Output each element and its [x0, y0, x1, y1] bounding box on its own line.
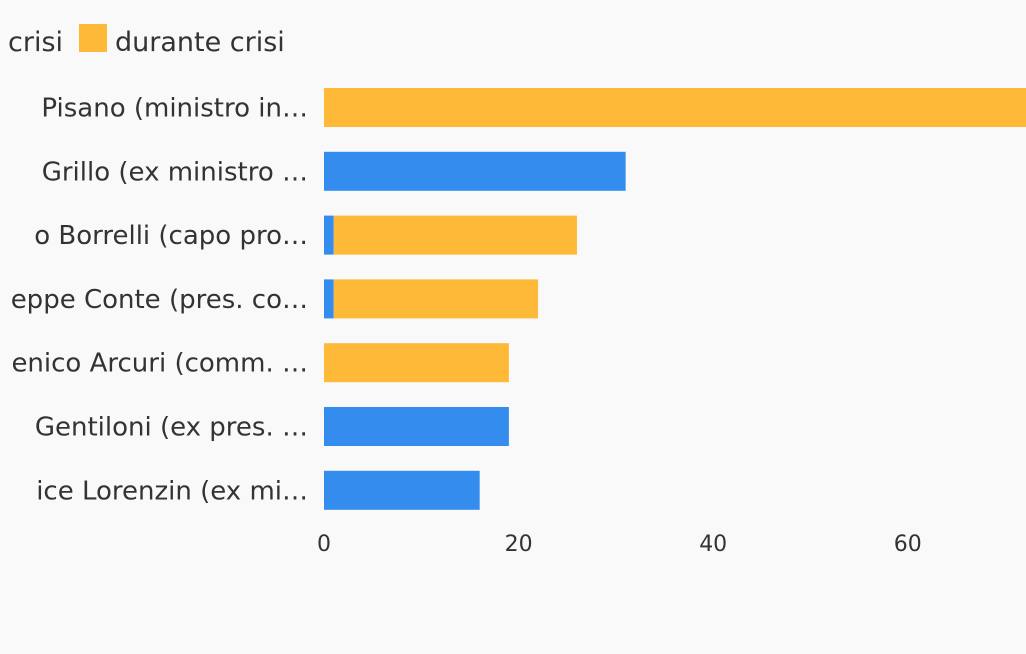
- legend-label-1[interactable]: durante crisi: [115, 27, 285, 58]
- category-label-0: Pisano (ministro in…: [41, 94, 308, 124]
- category-label-2: o Borrelli (capo pro…: [34, 221, 308, 251]
- legend-label-0[interactable]: crisi: [8, 27, 63, 58]
- x-axis-ticks: 0 20 40 60: [317, 532, 922, 557]
- bars: [324, 88, 1026, 510]
- category-label-3: eppe Conte (pres. co…: [11, 285, 308, 315]
- x-tick-label-3: 60: [894, 532, 922, 557]
- category-labels: Pisano (ministro in… Grillo (ex ministro …: [11, 94, 308, 507]
- bar-6-series-0[interactable]: [324, 470, 480, 510]
- bar-0-series-1[interactable]: [324, 88, 1026, 127]
- legend: crisi durante crisi: [8, 24, 285, 58]
- x-tick-label-1: 20: [505, 532, 533, 557]
- legend-swatch-1[interactable]: [79, 24, 107, 52]
- bar-3-series-1[interactable]: [333, 279, 539, 319]
- x-tick-label-0: 0: [317, 532, 331, 557]
- bar-2-series-1[interactable]: [333, 215, 577, 255]
- bar-2-series-0[interactable]: [324, 215, 334, 255]
- category-label-5: Gentiloni (ex pres. …: [35, 413, 308, 443]
- category-label-6: ice Lorenzin (ex mi…: [36, 476, 308, 506]
- category-label-1: Grillo (ex ministro …: [42, 157, 308, 187]
- bar-1-series-0[interactable]: [324, 151, 626, 191]
- bar-5-series-0[interactable]: [324, 407, 509, 446]
- bar-3-series-0[interactable]: [324, 279, 334, 319]
- bar-4-series-1[interactable]: [324, 343, 509, 383]
- x-tick-label-2: 40: [699, 532, 727, 557]
- category-label-4: enico Arcuri (comm. …: [11, 349, 308, 379]
